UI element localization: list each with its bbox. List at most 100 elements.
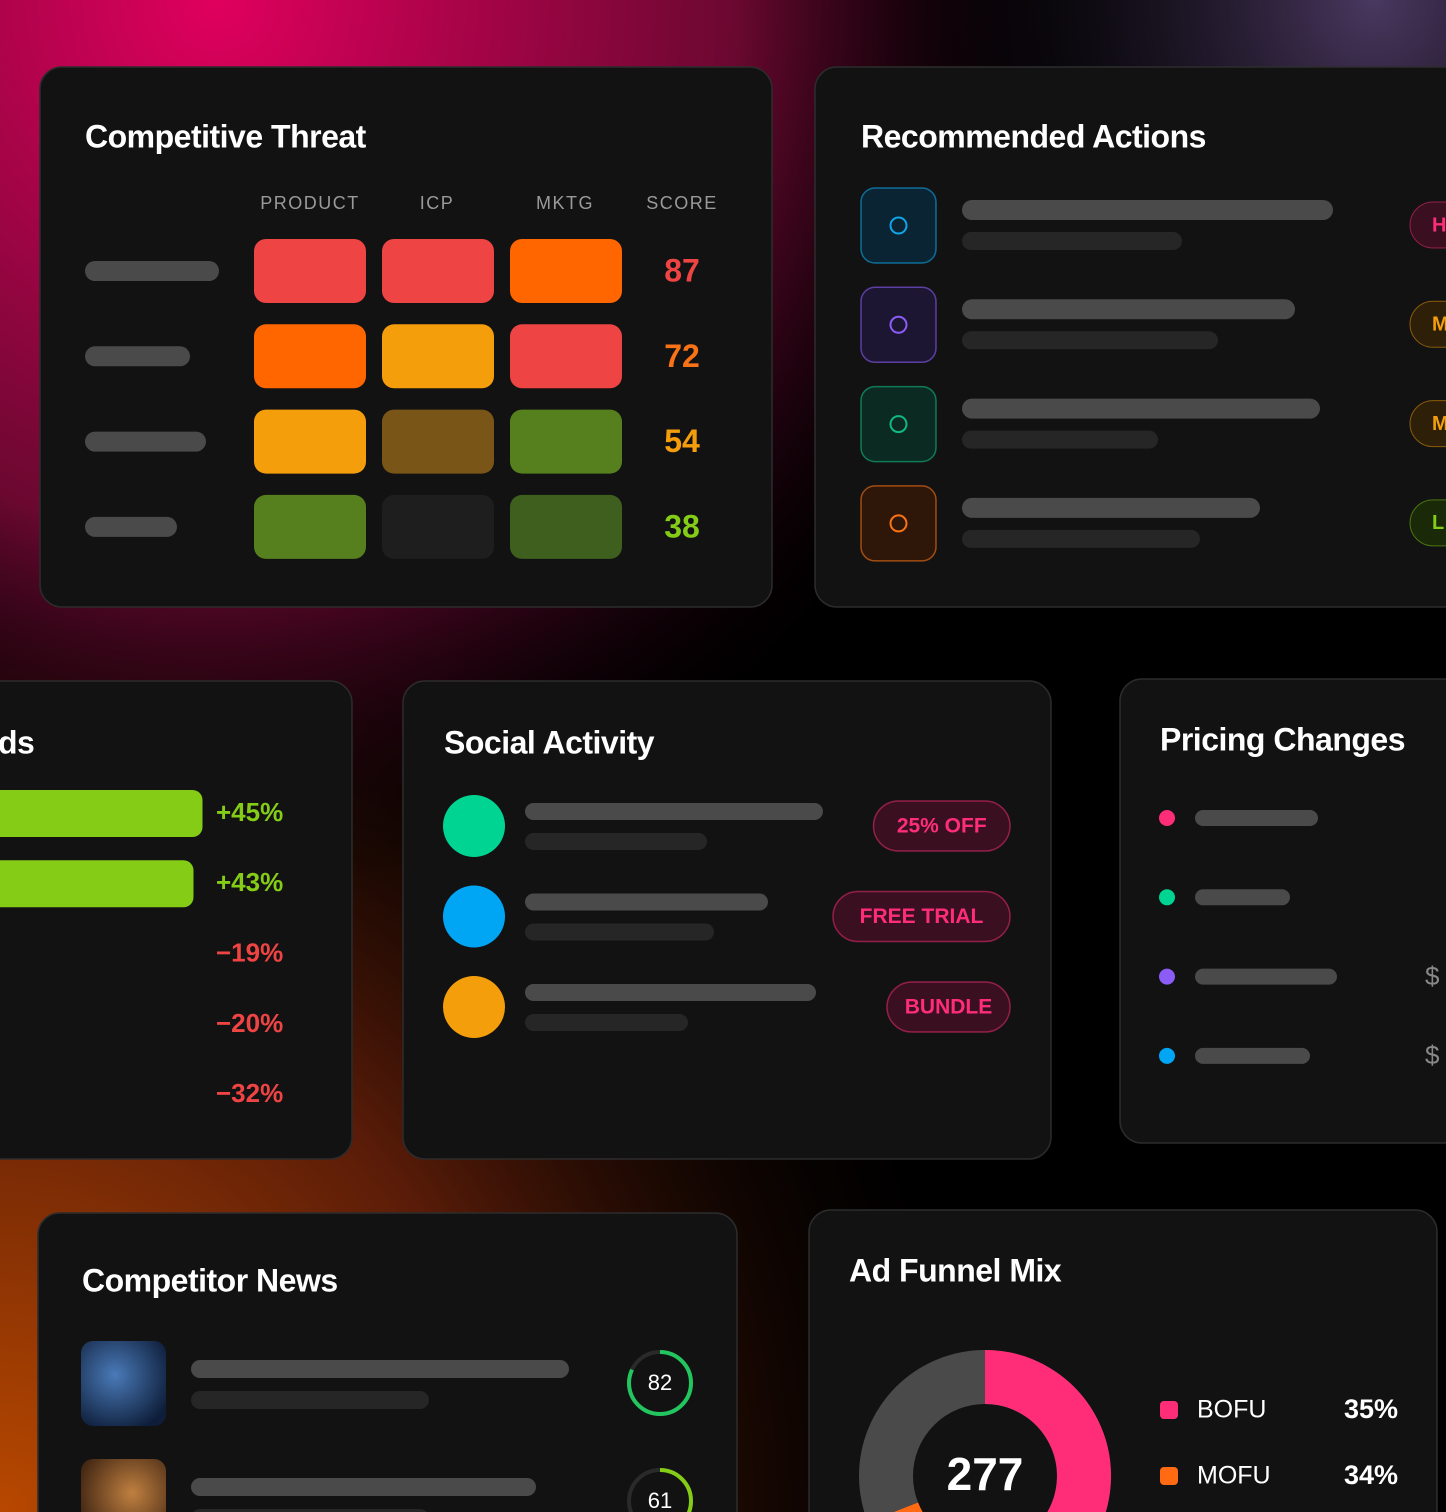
threat-score: 87 bbox=[664, 252, 700, 288]
card-title: Competitor News bbox=[82, 1262, 338, 1298]
donut-segment bbox=[984, 1350, 1111, 1512]
trend-bar bbox=[0, 860, 194, 908]
card-title: Ad Funnel Mix bbox=[849, 1252, 1062, 1288]
card-title: Pricing Changes bbox=[1160, 721, 1405, 757]
placeholder-line bbox=[962, 232, 1182, 250]
placeholder-line bbox=[525, 1014, 688, 1031]
priority-badge bbox=[1409, 499, 1446, 547]
threat-score: 54 bbox=[664, 423, 700, 459]
placeholder-line bbox=[1195, 810, 1318, 826]
icon-glyph bbox=[889, 514, 908, 533]
heat-cell bbox=[382, 239, 494, 303]
offer-tag-label: BUNDLE bbox=[905, 996, 993, 1019]
placeholder-line bbox=[85, 516, 177, 537]
heat-cell bbox=[510, 239, 622, 303]
placeholder-line bbox=[1195, 889, 1290, 906]
card-title: Social Activity bbox=[444, 724, 655, 760]
placeholder-line bbox=[1195, 968, 1337, 985]
placeholder-line bbox=[962, 299, 1295, 320]
score-ring bbox=[627, 1468, 693, 1512]
card bbox=[0, 680, 353, 1160]
placeholder-line bbox=[962, 497, 1260, 518]
priority-label: H bbox=[1432, 214, 1446, 236]
column-header: PRODUCT bbox=[260, 193, 360, 213]
price-mark: $ bbox=[1425, 1040, 1440, 1070]
icon-glyph bbox=[889, 216, 908, 235]
legend-name: MOFU bbox=[1197, 1462, 1271, 1490]
placeholder-line bbox=[85, 346, 190, 367]
donut-total: 277 bbox=[947, 1448, 1024, 1500]
threat-score: 38 bbox=[664, 508, 700, 544]
legend-swatch bbox=[1160, 1467, 1178, 1485]
legend-value: 35% bbox=[1344, 1394, 1398, 1424]
icon-glyph bbox=[889, 315, 908, 334]
priority-label: M bbox=[1432, 314, 1446, 336]
placeholder-line bbox=[85, 431, 206, 452]
card bbox=[402, 680, 1052, 1160]
heat-cell bbox=[254, 239, 366, 303]
heat-cell bbox=[382, 494, 494, 559]
offer-tag-label: 25% OFF bbox=[897, 815, 987, 838]
priority-label: L bbox=[1432, 512, 1444, 534]
heat-cell bbox=[382, 409, 494, 474]
trend-label: +45% bbox=[216, 797, 283, 827]
offer-tag-label: FREE TRIAL bbox=[860, 905, 984, 928]
action-icon bbox=[860, 485, 937, 562]
legend-name: BOFU bbox=[1197, 1396, 1266, 1424]
action-icon bbox=[860, 286, 937, 364]
placeholder-line bbox=[193, 1509, 427, 1512]
action-icon bbox=[860, 187, 937, 264]
placeholder-line bbox=[85, 261, 219, 281]
column-header: MKTG bbox=[536, 193, 594, 213]
card-title: Competitive Threat bbox=[85, 118, 367, 154]
news-thumbnail bbox=[81, 1341, 166, 1426]
cards: Competitive Threat PRODUCT ICP MKTG SCORE 87 7… bbox=[0, 66, 1446, 1512]
placeholder-line bbox=[525, 984, 816, 1001]
card bbox=[808, 1209, 1438, 1512]
placeholder-line bbox=[525, 803, 823, 820]
score-value: 61 bbox=[648, 1488, 672, 1512]
status-dot bbox=[1159, 889, 1175, 906]
legend-value: 34% bbox=[1344, 1460, 1398, 1490]
trend-label: +43% bbox=[216, 867, 283, 897]
priority-badge bbox=[1409, 201, 1446, 249]
heat-cell bbox=[254, 494, 366, 559]
placeholder-line bbox=[191, 1478, 536, 1496]
trend-label: −19% bbox=[216, 937, 283, 967]
column-header: ICP bbox=[420, 193, 455, 213]
column-header: SCORE bbox=[646, 193, 718, 213]
offer-tag bbox=[832, 890, 1011, 943]
placeholder-line bbox=[962, 398, 1320, 419]
score-value: 82 bbox=[648, 1370, 672, 1395]
placeholder-line bbox=[962, 529, 1200, 548]
legend-swatch bbox=[1160, 1401, 1178, 1419]
card bbox=[1119, 678, 1446, 1144]
action-icon bbox=[860, 385, 937, 463]
score-ring bbox=[627, 1350, 693, 1416]
placeholder-line bbox=[525, 923, 714, 941]
priority-badge bbox=[1409, 400, 1446, 448]
placeholder-line bbox=[525, 833, 707, 850]
status-dot bbox=[1159, 968, 1175, 985]
placeholder-line bbox=[962, 430, 1158, 449]
priority-label: M bbox=[1432, 413, 1446, 435]
priority-badge bbox=[1409, 300, 1446, 348]
avatar bbox=[443, 795, 505, 857]
news-thumbnail bbox=[81, 1459, 166, 1512]
trend-bar bbox=[0, 790, 203, 837]
avatar bbox=[443, 885, 505, 948]
card-title: Recommended Actions bbox=[861, 118, 1206, 154]
heat-cell bbox=[510, 409, 622, 474]
placeholder-line bbox=[525, 893, 768, 911]
placeholder-line bbox=[962, 200, 1333, 220]
placeholder-line bbox=[1195, 1047, 1310, 1064]
trend-label: −20% bbox=[216, 1008, 283, 1038]
heat-cell bbox=[510, 324, 622, 389]
placeholder-line bbox=[191, 1360, 569, 1378]
heat-cell bbox=[382, 324, 494, 389]
heat-cell bbox=[254, 324, 366, 389]
offer-tag bbox=[886, 981, 1011, 1033]
trend-label: −32% bbox=[216, 1078, 283, 1108]
